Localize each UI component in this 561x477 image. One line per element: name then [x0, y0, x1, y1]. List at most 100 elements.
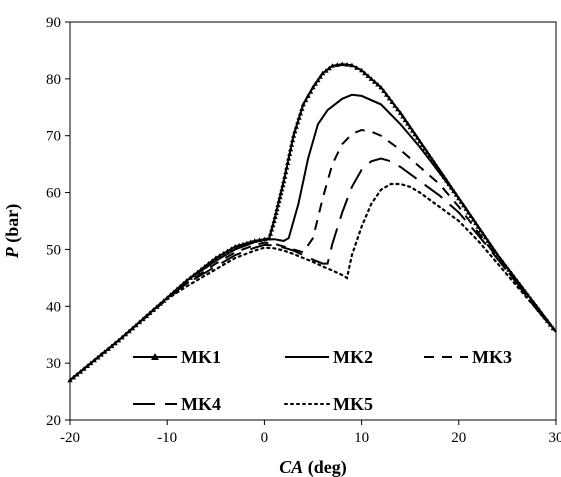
mk1-marker — [290, 137, 296, 143]
mk1-marker — [224, 248, 231, 254]
x-tick-label: 20 — [451, 430, 466, 446]
mk1-marker — [293, 124, 299, 129]
mk1-marker — [278, 190, 284, 196]
legend-item-mk5: MK5 — [284, 394, 373, 414]
series-mk4 — [69, 157, 557, 381]
mk1-marker — [320, 70, 326, 76]
series-mk2 — [69, 93, 557, 381]
y-tick-label: 70 — [46, 129, 61, 145]
mk1-marker — [312, 81, 318, 86]
mk1-marker — [281, 178, 287, 184]
mk1-marker — [392, 103, 398, 108]
mk1-marker — [305, 93, 311, 98]
mk1-marker — [405, 121, 411, 126]
mk1-marker — [271, 218, 277, 223]
x-tick-label: -10 — [157, 430, 177, 446]
series-mk1 — [67, 61, 557, 383]
mk1-marker — [269, 226, 275, 232]
series-mk3 — [69, 128, 557, 381]
mk1-marker — [292, 128, 298, 134]
mk1-marker — [297, 110, 304, 116]
series-line-mk4 — [69, 157, 557, 381]
mk1-marker — [344, 62, 350, 67]
mk1-marker — [334, 62, 340, 67]
mk1-marker — [424, 149, 430, 155]
mk1-marker — [232, 244, 238, 249]
mk1-marker — [381, 88, 387, 93]
mk1-marker — [283, 169, 289, 175]
mk1-marker — [276, 198, 282, 204]
mk1-marker — [289, 142, 295, 147]
x-tick-label: 0 — [261, 430, 269, 446]
mk1-marker — [372, 79, 378, 84]
legend-label: MK3 — [472, 347, 512, 367]
y-tick-label: 80 — [46, 72, 61, 88]
legend-label: MK4 — [181, 394, 221, 414]
mk1-marker — [329, 63, 335, 68]
mk1-marker — [284, 165, 290, 170]
mk1-marker — [323, 68, 329, 73]
mk1-marker — [270, 222, 276, 228]
series-line-mk1 — [69, 63, 557, 381]
mk1-marker — [359, 67, 365, 73]
legend-item-mk2: MK2 — [285, 347, 373, 367]
y-tick-label: 60 — [46, 186, 61, 202]
mk1-marker — [274, 206, 280, 212]
series-mk5 — [68, 182, 558, 382]
mk1-marker — [354, 65, 360, 70]
mk1-marker — [362, 70, 368, 76]
mk1-marker — [397, 110, 404, 115]
series-line-mk5 — [68, 182, 558, 382]
axes-frame — [69, 21, 557, 421]
mk1-marker — [267, 231, 274, 236]
mk1-marker — [395, 106, 401, 112]
mk1-marker — [273, 210, 279, 215]
mk1-marker — [375, 81, 381, 87]
x-tick-label: 30 — [549, 430, 561, 446]
mk1-marker — [419, 142, 425, 147]
mk1-marker — [291, 133, 297, 138]
mk1-marker — [368, 76, 374, 81]
plot-area-border — [69, 21, 557, 421]
mk1-marker — [317, 74, 323, 79]
mk1-marker — [236, 242, 242, 248]
mk1-marker — [365, 73, 371, 78]
mk1-marker — [280, 182, 286, 188]
mk1-marker — [384, 92, 390, 97]
y-tick-label: 30 — [46, 356, 61, 372]
mk1-marker — [422, 145, 428, 151]
mk1-marker — [386, 95, 392, 101]
mk1-marker — [300, 101, 306, 107]
mk1-marker — [389, 99, 395, 104]
mk1-marker — [315, 77, 321, 83]
legend-item-mk4: MK4 — [133, 394, 221, 414]
mk1-marker — [287, 151, 293, 156]
mk1-marker — [407, 124, 413, 130]
mk1-marker — [296, 115, 302, 120]
x-axis-title: CA (deg) — [279, 457, 347, 477]
mk1-marker — [410, 128, 416, 133]
mk1-marker — [378, 84, 384, 90]
mk1-marker — [402, 117, 408, 123]
mk1-marker — [217, 253, 223, 258]
series-line-mk3 — [69, 128, 557, 381]
x-tick-label: 10 — [354, 430, 369, 446]
legend: MK1 MK2 MK3 MK4 MK5 — [133, 347, 512, 414]
y-tick-label: 40 — [46, 299, 61, 315]
series-line-mk2 — [69, 93, 557, 381]
mk1-marker — [349, 62, 355, 68]
mk1-marker — [279, 186, 285, 192]
mk1-marker — [288, 146, 294, 152]
mk1-marker — [277, 194, 283, 200]
y-tick-label: 20 — [46, 413, 61, 429]
mk1-marker — [326, 65, 332, 71]
x-tick-label: -20 — [60, 430, 80, 446]
legend-item-mk3: MK3 — [424, 347, 512, 367]
mk1-marker — [339, 61, 345, 67]
mk1-marker — [275, 202, 281, 208]
mk1-marker — [286, 155, 292, 161]
mk1-marker — [282, 174, 288, 179]
legend-item-mk1: MK1 — [133, 347, 221, 367]
mk1-marker — [400, 113, 406, 119]
y-tick-label: 90 — [46, 15, 61, 31]
